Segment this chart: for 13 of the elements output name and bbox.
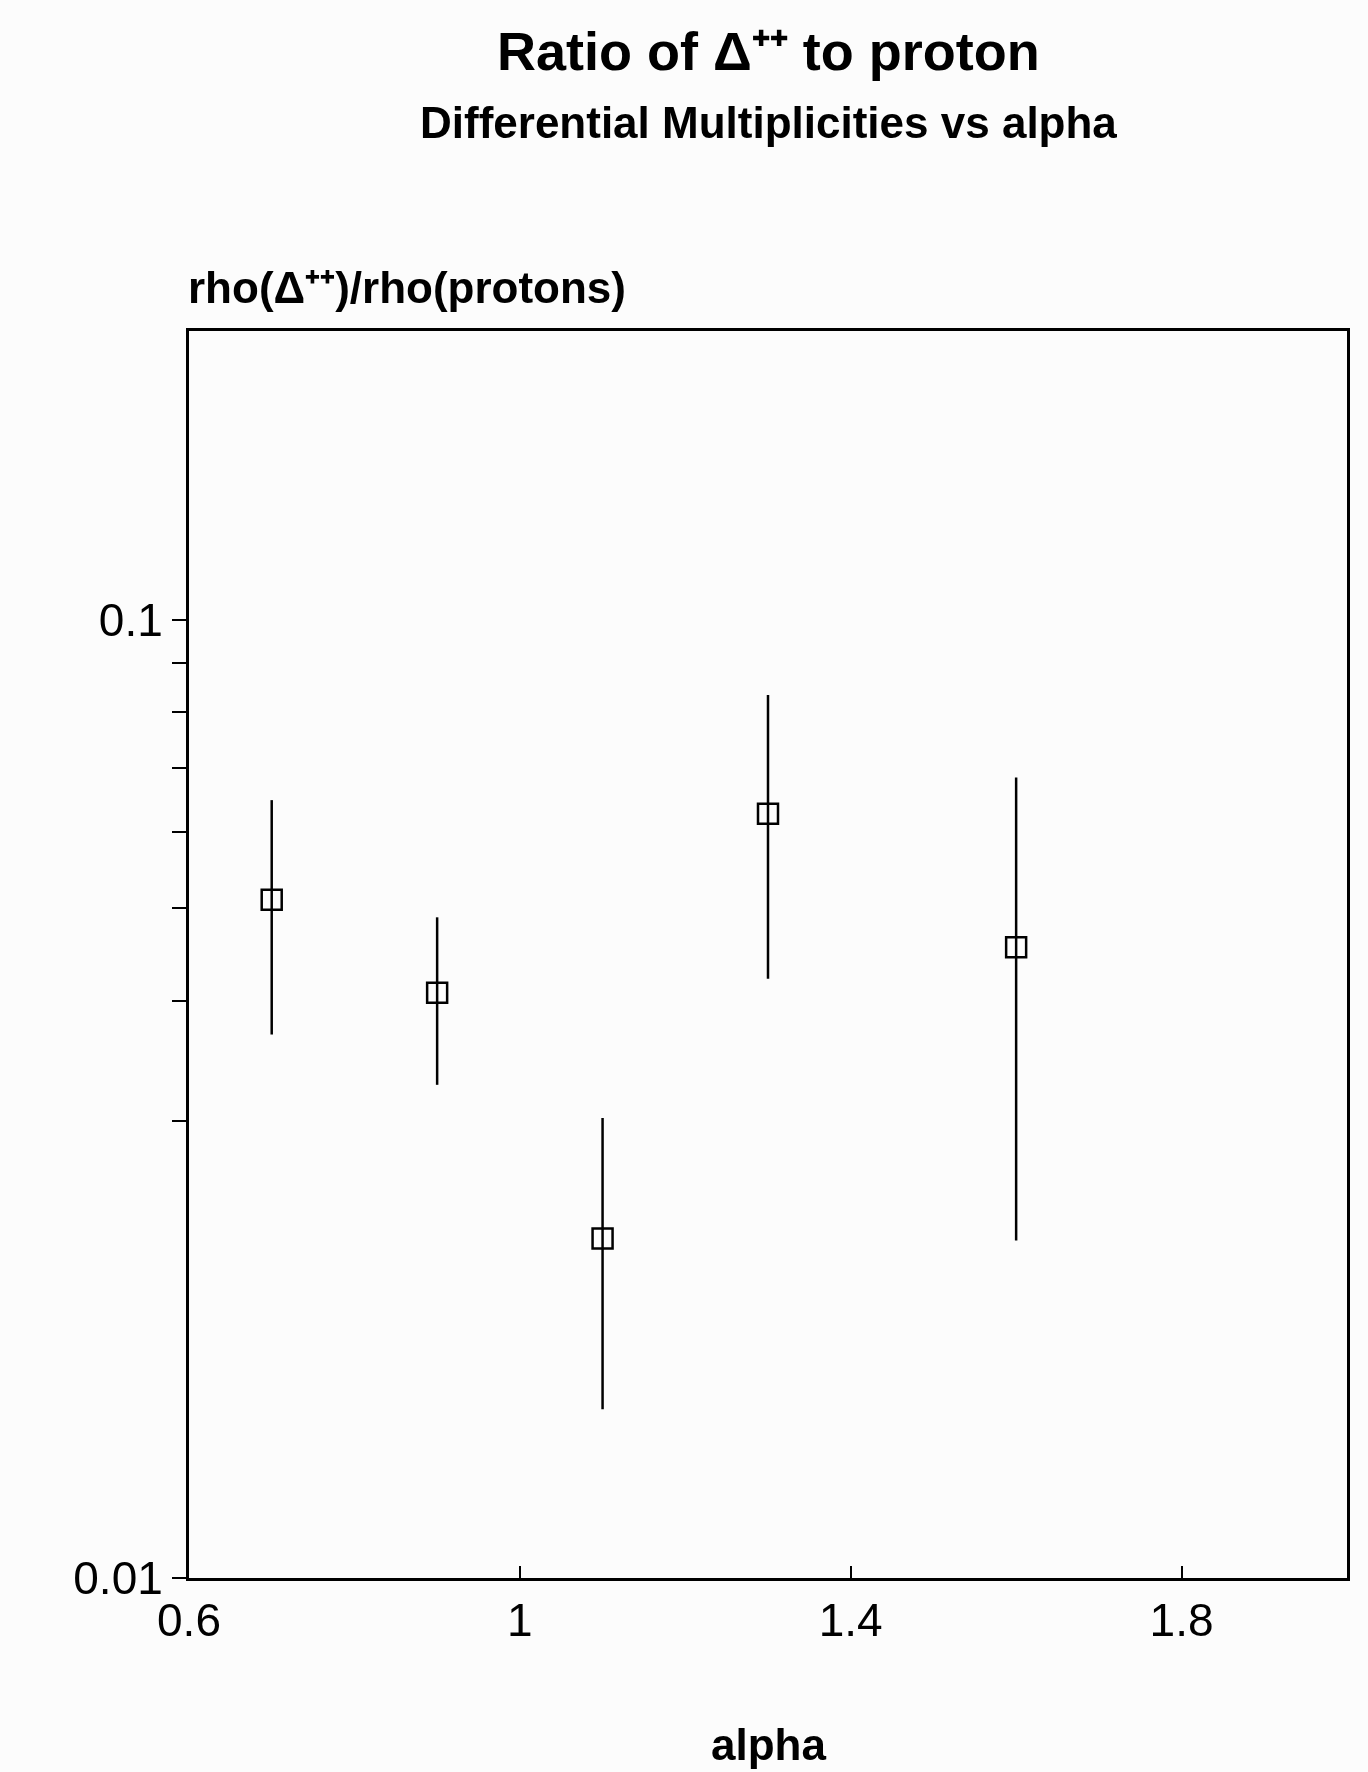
x-tick-label: 1.8 bbox=[1149, 1594, 1214, 1647]
x-tick-label: 1.4 bbox=[818, 1594, 883, 1647]
y-axis-title: rho(Δ⁺⁺)/rho(protons) bbox=[188, 263, 626, 312]
point bbox=[425, 981, 449, 1004]
point bbox=[260, 888, 283, 912]
x-axis-title: alpha bbox=[711, 1720, 827, 1769]
point bbox=[756, 802, 780, 826]
x-tick-label: 1 bbox=[507, 1594, 533, 1647]
point bbox=[1004, 936, 1028, 959]
chart-subtitle: Differential Multiplicities vs alpha bbox=[420, 98, 1118, 147]
chart-title: Ratio of Δ⁺⁺ to proton bbox=[497, 21, 1040, 81]
point bbox=[591, 1227, 614, 1250]
y-tick-label: 0.1 bbox=[98, 593, 163, 646]
